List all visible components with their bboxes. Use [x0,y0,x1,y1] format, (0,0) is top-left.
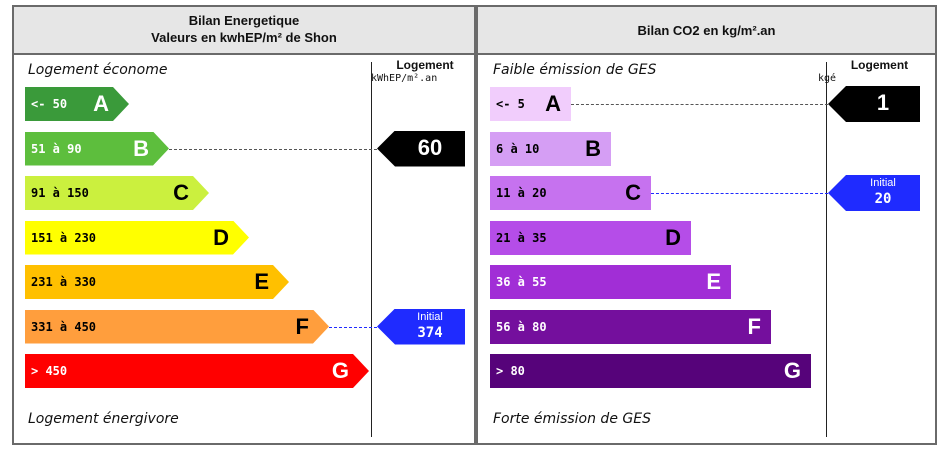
ges-header-title: Bilan CO2 en kg/m².an [637,23,776,38]
energy-class-letter: D [213,224,229,250]
energy-class-bar-b: 51 à 90 B [25,132,169,166]
energy-column-divider [371,62,372,437]
ges-header: Bilan CO2 en kg/m².an [478,7,935,55]
energy-current-marker: 60 [377,130,465,167]
ges-class-bar-d: 21 à 35 D [490,220,691,255]
ges-column-unit: kgé [818,73,837,84]
energy-initial-label: Initial [417,310,443,323]
energy-class-letter: A [93,91,109,116]
ges-class-range-label: <- 5 [496,97,525,111]
ges-initial-marker: Initial 20 [828,175,920,211]
ges-class-bar-e: 36 à 55 E [490,265,731,299]
ges-bottom-caption: Forte émission de GES [493,411,651,427]
energy-class-letter: C [173,180,189,205]
energy-class-range-label: <- 50 [31,97,68,111]
energy-column-unit: kWhEP/m².an [371,73,438,84]
ges-class-letter: F [747,313,761,339]
energy-initial-value: 374 [417,324,443,341]
energy-column-title: Logement [396,58,454,72]
ges-class-bar-b: 6 à 10 B [490,131,611,166]
ges-class-bar-f: 56 à 80 F [490,309,771,344]
ges-current-value: 1 [876,90,890,115]
ges-class-letter: D [665,224,681,250]
energy-initial-marker: Initial 374 [377,308,465,345]
ges-initial-value: 20 [874,191,892,207]
energy-header-subtitle: Valeurs en kwhEP/m² de Shon [151,30,337,45]
energy-initial-connector-line [329,326,377,328]
ges-class-bar-c: 11 à 20 C [490,176,651,210]
ges-class-letter: C [625,180,641,205]
ges-current-marker: 1 [828,86,920,122]
energy-bottom-caption: Logement énergivore [28,411,179,427]
ges-class-letter: G [783,358,801,383]
ges-column-title: Logement [850,58,909,72]
energy-class-range-label: 51 à 90 [31,141,82,156]
ges-class-range-label: > 80 [496,364,525,378]
energy-class-range-label: 331 à 450 [31,319,97,334]
energy-class-bar-c: 91 à 150 C [25,176,209,210]
ges-class-range-label: 6 à 10 [496,141,540,156]
ges-class-range-label: 36 à 55 [496,275,547,289]
ges-current-connector-line [571,104,828,105]
energy-header-title: Bilan Energetique [188,13,300,28]
ges-top-caption: Faible émission de GES [493,62,657,78]
ges-class-range-label: 56 à 80 [496,319,547,334]
energy-class-range-label: 151 à 230 [31,230,97,245]
energy-top-caption: Logement économe [28,62,168,78]
ges-initial-label: Initial [870,177,896,189]
ges-initial-connector-line [651,193,828,194]
ges-class-bar-a: <- 5 A [490,87,571,121]
ges-class-letter: A [545,91,561,116]
energy-class-letter: E [254,269,269,294]
ges-class-letter: E [706,269,721,294]
energy-current-value: 60 [417,134,443,160]
energy-header: Bilan Energetique Valeurs en kwhEP/m² de… [14,7,474,55]
ges-class-letter: B [585,135,601,161]
energy-class-bar-g: > 450 G [25,354,369,388]
energy-class-bar-a: <- 50 A [25,87,129,121]
energy-current-connector-line [169,148,377,150]
energy-class-letter: F [295,313,309,339]
energy-class-range-label: 231 à 330 [31,275,97,289]
energy-class-bar-e: 231 à 330 E [25,265,289,299]
energy-class-bar-f: 331 à 450 F [25,310,329,344]
energy-class-bar-d: 151 à 230 D [25,221,249,255]
ges-class-bar-g: > 80 G [490,354,811,388]
ges-column-divider [826,62,827,437]
energy-class-letter: G [331,358,349,383]
energy-class-range-label: > 450 [31,364,68,378]
ges-class-range-label: 11 à 20 [496,186,547,200]
ges-class-range-label: 21 à 35 [496,230,547,245]
energy-class-range-label: 91 à 150 [31,186,89,200]
energy-class-letter: B [133,135,149,161]
